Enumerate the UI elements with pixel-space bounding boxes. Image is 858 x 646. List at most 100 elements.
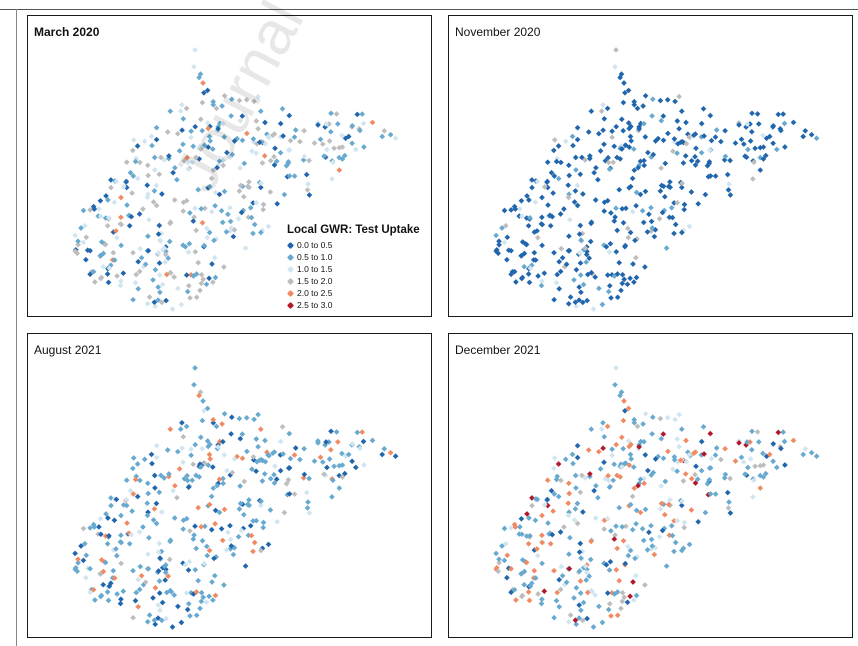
map-point	[576, 615, 582, 621]
map-point	[637, 509, 644, 516]
map-point	[538, 282, 545, 289]
map-point	[183, 423, 190, 430]
map-point	[174, 176, 180, 183]
map-point	[279, 105, 286, 112]
map-point	[219, 421, 225, 427]
map-point	[83, 256, 89, 263]
map-point	[80, 239, 87, 246]
map-point	[588, 269, 595, 276]
map-point	[369, 437, 376, 444]
map-point	[267, 507, 274, 513]
map-point	[203, 225, 210, 232]
map-point	[118, 242, 124, 249]
map-point	[184, 288, 191, 295]
map-point	[624, 599, 631, 606]
map-point	[732, 458, 739, 464]
map-point	[198, 464, 204, 470]
map-point	[129, 465, 136, 472]
map-point	[692, 153, 698, 160]
map-point	[613, 365, 619, 371]
legend-title: Local GWR: Test Uptake	[287, 224, 420, 236]
map-point	[672, 221, 679, 228]
map-point	[747, 456, 754, 462]
map-point	[204, 438, 211, 444]
map-point	[553, 279, 560, 286]
map-point	[618, 605, 624, 612]
map-point	[311, 140, 318, 146]
map-point	[214, 164, 220, 171]
map-point	[551, 249, 557, 256]
map-point	[652, 456, 659, 462]
map-point	[205, 443, 212, 450]
map-point	[360, 120, 367, 127]
map-point	[639, 207, 646, 214]
map-point	[558, 477, 564, 484]
map-point	[558, 245, 565, 252]
map-point	[113, 552, 120, 559]
map-point	[781, 438, 788, 445]
map-point	[239, 113, 246, 119]
map-point	[265, 541, 272, 548]
map-point	[547, 222, 554, 229]
map-point	[576, 231, 583, 237]
map-panel-march-2020: March 2020 Local GWR: Test Uptake 0.0 to…	[27, 15, 432, 317]
map-point	[563, 261, 570, 268]
map-point	[291, 173, 298, 179]
legend-label: 1.0 to 1.5	[297, 264, 333, 274]
map-point	[260, 519, 267, 526]
map-point	[614, 271, 621, 277]
map-point	[556, 576, 563, 583]
map-point	[813, 135, 820, 142]
map-point	[138, 572, 145, 579]
map-point	[149, 142, 155, 149]
map-point	[649, 431, 655, 437]
map-point	[493, 550, 499, 557]
map-point	[526, 515, 532, 521]
map-point	[277, 120, 284, 127]
map-point	[609, 128, 615, 135]
map-point	[283, 162, 290, 169]
map-point	[118, 532, 124, 539]
map-point	[111, 517, 118, 524]
map-point	[216, 191, 223, 198]
map-point	[167, 269, 174, 276]
map-point	[185, 567, 192, 573]
map-points-august-2021	[72, 365, 399, 630]
map-point	[123, 159, 130, 166]
map-point	[641, 438, 647, 445]
map-point	[277, 149, 284, 156]
map-point	[192, 123, 199, 130]
map-point	[201, 460, 208, 467]
map-point	[682, 471, 689, 477]
map-point	[576, 602, 583, 608]
map-point	[228, 431, 234, 437]
map-point	[566, 172, 573, 179]
map-point	[157, 555, 163, 561]
map-point	[688, 189, 695, 195]
map-point	[228, 113, 234, 119]
map-point	[642, 264, 648, 270]
map-point	[558, 159, 564, 166]
map-point	[251, 221, 258, 228]
map-point	[762, 152, 769, 159]
map-point	[228, 414, 235, 421]
map-point	[174, 494, 180, 501]
map-point	[145, 490, 152, 497]
panel-title: November 2020	[455, 25, 541, 39]
map-point	[354, 111, 361, 118]
map-point	[329, 176, 335, 182]
map-point	[585, 129, 592, 135]
map-point	[225, 529, 231, 536]
map-point	[600, 101, 606, 108]
map-point	[237, 500, 244, 507]
map-point	[118, 539, 125, 546]
map-point	[132, 476, 139, 483]
map-point	[155, 284, 162, 290]
map-point	[571, 517, 578, 523]
map-point	[587, 153, 593, 159]
map-point	[183, 197, 190, 204]
map-point	[738, 136, 745, 143]
map-point	[210, 419, 217, 426]
map-point	[201, 560, 208, 567]
map-point	[106, 265, 113, 272]
